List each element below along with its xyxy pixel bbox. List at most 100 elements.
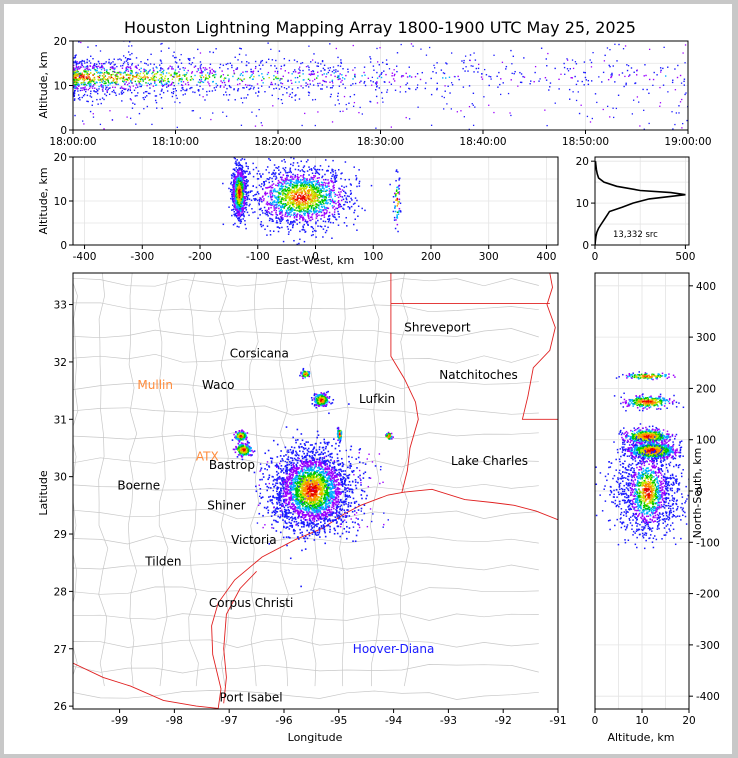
lightning-source-point	[254, 199, 256, 201]
lightning-source-point	[340, 62, 343, 64]
lightning-source-point	[271, 198, 273, 201]
lightning-source-point	[107, 88, 109, 91]
lightning-source-point	[265, 187, 267, 189]
eastwest-x-tick-label: -400	[73, 251, 97, 263]
lightning-source-point	[95, 65, 97, 68]
lightning-source-point	[240, 167, 242, 170]
lightning-source-point	[107, 77, 109, 80]
lightning-source-point	[77, 85, 80, 87]
lightning-source-point	[338, 202, 341, 205]
lightning-source-point	[229, 190, 232, 193]
lightning-source-point	[323, 209, 325, 211]
lightning-source-point	[304, 202, 307, 204]
lightning-source-point	[554, 67, 556, 70]
lightning-source-point	[104, 78, 107, 80]
lightning-source-point	[285, 212, 287, 214]
lightning-source-point	[235, 170, 238, 173]
lightning-source-point	[110, 75, 112, 77]
lightning-source-point	[317, 181, 319, 184]
lightning-source-point	[382, 61, 384, 64]
lightning-source-point	[396, 189, 398, 191]
lightning-source-point	[281, 206, 284, 208]
lightning-source-point	[235, 216, 238, 218]
lightning-source-point	[307, 478, 310, 480]
lightning-source-point	[332, 66, 335, 68]
lightning-source-point	[307, 479, 310, 481]
lightning-source-point	[120, 72, 122, 74]
lightning-source-point	[235, 202, 237, 204]
lightning-source-point	[293, 181, 295, 184]
lightning-source-point	[660, 71, 662, 73]
altitude-time-x-tick-label: 18:30:00	[357, 136, 404, 148]
lightning-source-point	[272, 183, 275, 185]
lightning-source-point	[108, 76, 110, 78]
lightning-source-point	[270, 81, 273, 84]
lightning-source-point	[330, 190, 332, 193]
lightning-source-point	[307, 65, 309, 67]
lightning-source-point	[307, 191, 310, 194]
lightning-source-point	[370, 184, 373, 187]
lightning-source-point	[238, 205, 241, 207]
lightning-source-point	[548, 89, 550, 91]
lightning-source-point	[277, 515, 280, 518]
lightning-source-point	[232, 223, 235, 226]
lightning-source-point	[170, 83, 173, 86]
lightning-source-point	[308, 166, 310, 168]
lightning-source-point	[417, 106, 419, 108]
lightning-source-point	[113, 81, 116, 84]
lightning-source-point	[283, 64, 285, 67]
lightning-source-point	[394, 227, 397, 230]
lightning-source-point	[239, 198, 241, 200]
lightning-source-point	[128, 66, 130, 69]
lightning-source-point	[322, 480, 324, 483]
lightning-source-point	[237, 219, 240, 222]
lightning-source-point	[297, 197, 300, 199]
lightning-source-point	[89, 82, 92, 85]
lightning-source-point	[228, 84, 231, 87]
lightning-source-point	[93, 73, 96, 75]
lightning-source-point	[318, 448, 321, 451]
lightning-source-point	[337, 78, 339, 81]
lightning-source-point	[228, 94, 231, 96]
lightning-source-point	[73, 99, 76, 101]
lightning-source-point	[118, 93, 120, 95]
lightning-source-point	[330, 154, 332, 156]
lightning-source-point	[330, 200, 333, 203]
lightning-source-point	[271, 204, 273, 207]
lightning-source-point	[115, 78, 117, 80]
lightning-source-point	[330, 189, 332, 191]
lightning-source-point	[320, 214, 323, 217]
lightning-source-point	[131, 71, 133, 73]
lightning-source-point	[296, 175, 298, 178]
lightning-source-point	[399, 91, 401, 93]
lightning-source-point	[234, 213, 236, 216]
lightning-source-point	[336, 194, 338, 196]
lightning-source-point	[268, 181, 270, 184]
lightning-source-point	[83, 77, 86, 80]
lightning-source-point	[180, 84, 183, 86]
lightning-source-point	[434, 67, 436, 69]
lightning-source-point	[262, 64, 264, 66]
lightning-source-point	[303, 171, 306, 173]
lightning-source-point	[287, 191, 290, 193]
lightning-source-point	[260, 175, 262, 178]
lightning-source-point	[648, 92, 650, 95]
lightning-source-point	[258, 74, 260, 77]
lightning-source-point	[143, 98, 145, 101]
lightning-source-point	[290, 214, 292, 216]
lightning-source-point	[297, 189, 299, 192]
lightning-source-point	[251, 73, 253, 76]
lightning-source-point	[249, 76, 251, 79]
altitude-time-y-tick-label: 20	[54, 36, 67, 48]
lightning-source-point	[331, 121, 334, 123]
lightning-source-point	[227, 68, 229, 70]
lightning-source-point	[138, 82, 140, 85]
lightning-source-point	[313, 515, 316, 517]
lightning-source-point	[90, 79, 92, 81]
lightning-source-point	[99, 79, 101, 81]
lightning-source-point	[275, 76, 277, 78]
lightning-source-point	[347, 71, 349, 73]
lightning-source-point	[296, 76, 299, 79]
lightning-source-point	[313, 176, 315, 179]
lightning-source-point	[321, 446, 324, 449]
